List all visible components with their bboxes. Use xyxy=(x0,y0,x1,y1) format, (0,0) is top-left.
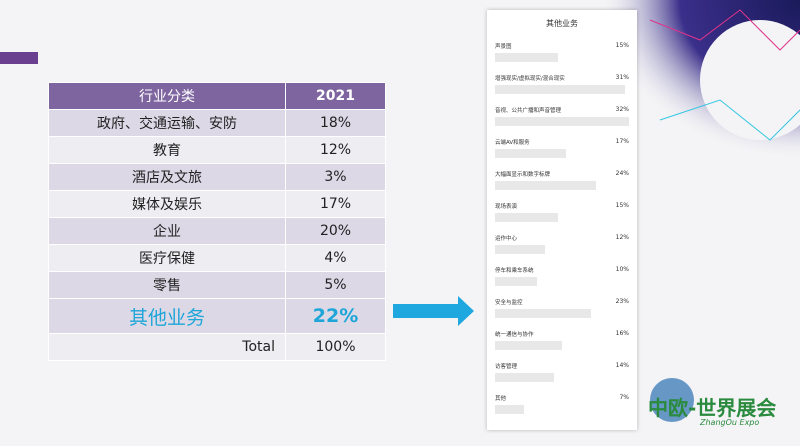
table-cell: 酒店及文旅 xyxy=(48,163,286,191)
item-bar xyxy=(495,245,546,254)
bar-track xyxy=(495,405,629,414)
item-name: 声景图 xyxy=(495,44,512,50)
item-percent: 17% xyxy=(615,138,629,145)
table-row: 行业分类 2021 xyxy=(48,82,386,110)
item-bar xyxy=(495,181,596,190)
panel-item: 访客管理 14% xyxy=(487,360,637,392)
logo-text: 中欧-世界展会 xyxy=(648,396,777,420)
industry-table: 行业分类 2021 政府、交通运输、安防 18% 教育 12% 酒店及文旅 3% 媒体及娱乐 17… xyxy=(48,82,386,361)
panel-item: 现场表演 15% xyxy=(487,200,637,232)
table-cell: 医疗保健 xyxy=(48,244,286,272)
panel-item: 声景图 15% xyxy=(487,40,637,72)
table-row: 政府、交通运输、安防 18% xyxy=(48,109,386,137)
item-bar xyxy=(495,309,592,318)
item-bar xyxy=(495,373,554,382)
bar-track xyxy=(495,277,629,286)
item-bar xyxy=(495,117,629,126)
table-cell: 22% xyxy=(285,298,386,334)
item-bar xyxy=(495,405,525,414)
table-row: 其他业务 22% xyxy=(48,298,386,334)
table-cell: 2021 xyxy=(285,82,386,110)
panel-item: 其他 7% xyxy=(487,392,637,424)
bar-track xyxy=(495,53,629,62)
item-bar xyxy=(495,149,567,158)
item-name: 运作中心 xyxy=(495,236,518,242)
item-percent: 24% xyxy=(615,170,629,177)
item-percent: 32% xyxy=(615,106,629,113)
item-name: 音视、公共广播和声音管理 xyxy=(495,108,562,114)
bar-track xyxy=(495,181,629,190)
item-name: 安全与监控 xyxy=(495,300,523,306)
bar-track xyxy=(495,309,629,318)
table-row: 零售 5% xyxy=(48,271,386,299)
item-percent: 15% xyxy=(615,42,629,49)
bar-track xyxy=(495,245,629,254)
item-percent: 23% xyxy=(615,298,629,305)
panel-item: 大幅面显示和数字标牌 24% xyxy=(487,168,637,200)
bar-track xyxy=(495,373,629,382)
item-name: 现场表演 xyxy=(495,204,518,210)
table-row: 医疗保健 4% xyxy=(48,244,386,272)
table-cell: 媒体及娱乐 xyxy=(48,190,286,218)
bar-track xyxy=(495,85,629,94)
table-row: 酒店及文旅 3% xyxy=(48,163,386,191)
panel-item: 统一通信与协作 16% xyxy=(487,328,637,360)
item-name: 大幅面显示和数字标牌 xyxy=(495,172,551,178)
table-cell: 其他业务 xyxy=(48,298,286,334)
panel-item: 安全与监控 23% xyxy=(487,296,637,328)
logo-subtext: ZhangOu Expo xyxy=(700,418,760,427)
item-percent: 15% xyxy=(615,202,629,209)
item-percent: 14% xyxy=(615,362,629,369)
item-name: 其他 xyxy=(495,396,507,402)
item-bar xyxy=(495,85,625,94)
item-name: 统一通信与协作 xyxy=(495,332,534,338)
other-business-panel: 其他业务 声景图 15% 增强现实/虚拟现实/混合现实 31% 音视、公共广播和声音管理… xyxy=(487,10,637,430)
item-name: 访客管理 xyxy=(495,364,518,370)
item-name: 增强现实/虚拟现实/混合现实 xyxy=(495,76,565,82)
table-row: 媒体及娱乐 17% xyxy=(48,190,386,218)
item-percent: 10% xyxy=(615,266,629,273)
table-row: 教育 12% xyxy=(48,136,386,164)
item-bar xyxy=(495,277,537,286)
table-cell: 17% xyxy=(285,190,386,218)
item-bar xyxy=(495,53,558,62)
table-cell: 教育 xyxy=(48,136,286,164)
table-row: 企业 20% xyxy=(48,217,386,245)
item-percent: 7% xyxy=(619,394,629,401)
table-cell: 100% xyxy=(285,333,386,361)
table-cell: 18% xyxy=(285,109,386,137)
bar-track xyxy=(495,213,629,222)
item-percent: 16% xyxy=(615,330,629,337)
table-cell: 企业 xyxy=(48,217,286,245)
panel-item: 云端AV和服务 17% xyxy=(487,136,637,168)
item-percent: 12% xyxy=(615,234,629,241)
table-row: Total 100% xyxy=(48,333,386,361)
item-name: 云端AV和服务 xyxy=(495,140,530,146)
bar-track xyxy=(495,117,629,126)
panel-item: 运作中心 12% xyxy=(487,232,637,264)
panel-item: 音视、公共广播和声音管理 32% xyxy=(487,104,637,136)
item-percent: 31% xyxy=(615,74,629,81)
table-cell: 12% xyxy=(285,136,386,164)
bar-track xyxy=(495,149,629,158)
item-bar xyxy=(495,341,562,350)
table-cell: 5% xyxy=(285,271,386,299)
table-cell: 政府、交通运输、安防 xyxy=(48,109,286,137)
item-name: 停车和乘车系统 xyxy=(495,268,534,274)
table-cell: 零售 xyxy=(48,271,286,299)
bar-track xyxy=(495,341,629,350)
table-cell: 20% xyxy=(285,217,386,245)
table-cell: 行业分类 xyxy=(48,82,286,110)
panel-item: 停车和乘车系统 10% xyxy=(487,264,637,296)
table-cell: Total xyxy=(48,333,286,361)
panel-title: 其他业务 xyxy=(546,19,578,28)
panel-item: 增强现实/虚拟现实/混合现实 31% xyxy=(487,72,637,104)
table-cell: 4% xyxy=(285,244,386,272)
accent-bar xyxy=(0,52,38,64)
item-bar xyxy=(495,213,558,222)
table-cell: 3% xyxy=(285,163,386,191)
